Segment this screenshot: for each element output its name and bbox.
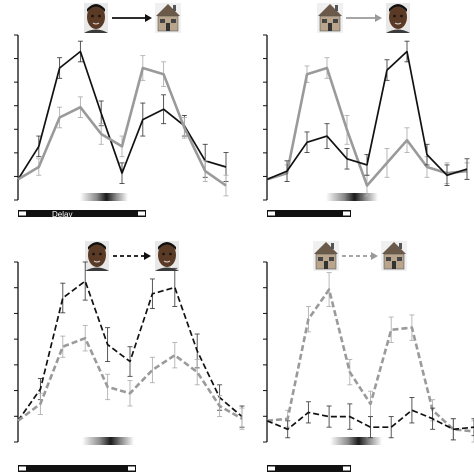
cue-gradient-bar — [80, 193, 128, 201]
timeline-bar — [18, 465, 136, 472]
timeline-bar — [267, 465, 351, 472]
chart-panel-top-left — [14, 3, 229, 217]
series-line-1 — [17, 336, 243, 422]
series-line-0 — [266, 288, 474, 433]
arrow-head-icon — [145, 14, 152, 22]
timeline-bar-end — [343, 466, 350, 471]
cue-gradient-bar — [326, 193, 378, 201]
arrow-head-icon — [371, 252, 378, 260]
timeline-bar-end — [343, 211, 350, 216]
series-line-0 — [266, 66, 468, 187]
timeline-bar-start — [19, 211, 26, 216]
series-line-0 — [17, 280, 243, 422]
timeline-bar — [267, 210, 351, 217]
arrow-head-icon — [375, 14, 382, 22]
house-icon — [155, 3, 181, 33]
timeline-bar — [18, 210, 146, 217]
face-icon — [85, 241, 109, 271]
chart-panel-bottom-left — [14, 241, 245, 472]
delay-label: Delay — [52, 210, 72, 219]
series-line-1 — [266, 50, 468, 181]
cue-gradient-bar — [82, 437, 134, 445]
series-line-0 — [17, 50, 227, 180]
house-icon — [381, 241, 407, 271]
face-icon — [155, 241, 179, 271]
timeline-bar-start — [268, 466, 275, 471]
series-line-1 — [266, 409, 474, 431]
chart-panel-bottom-right — [263, 241, 474, 472]
chart-panel-top-right — [263, 3, 470, 217]
face-icon — [84, 3, 108, 33]
timeline-bar-end — [138, 211, 145, 216]
series-line-1 — [17, 66, 227, 187]
house-icon — [313, 241, 339, 271]
timeline-bar-start — [19, 466, 26, 471]
face-icon — [386, 3, 410, 33]
house-icon — [317, 3, 343, 33]
timeline-bar-start — [268, 211, 275, 216]
arrow-head-icon — [144, 252, 151, 260]
cue-gradient-bar — [330, 437, 382, 445]
timeline-bar-end — [128, 466, 135, 471]
